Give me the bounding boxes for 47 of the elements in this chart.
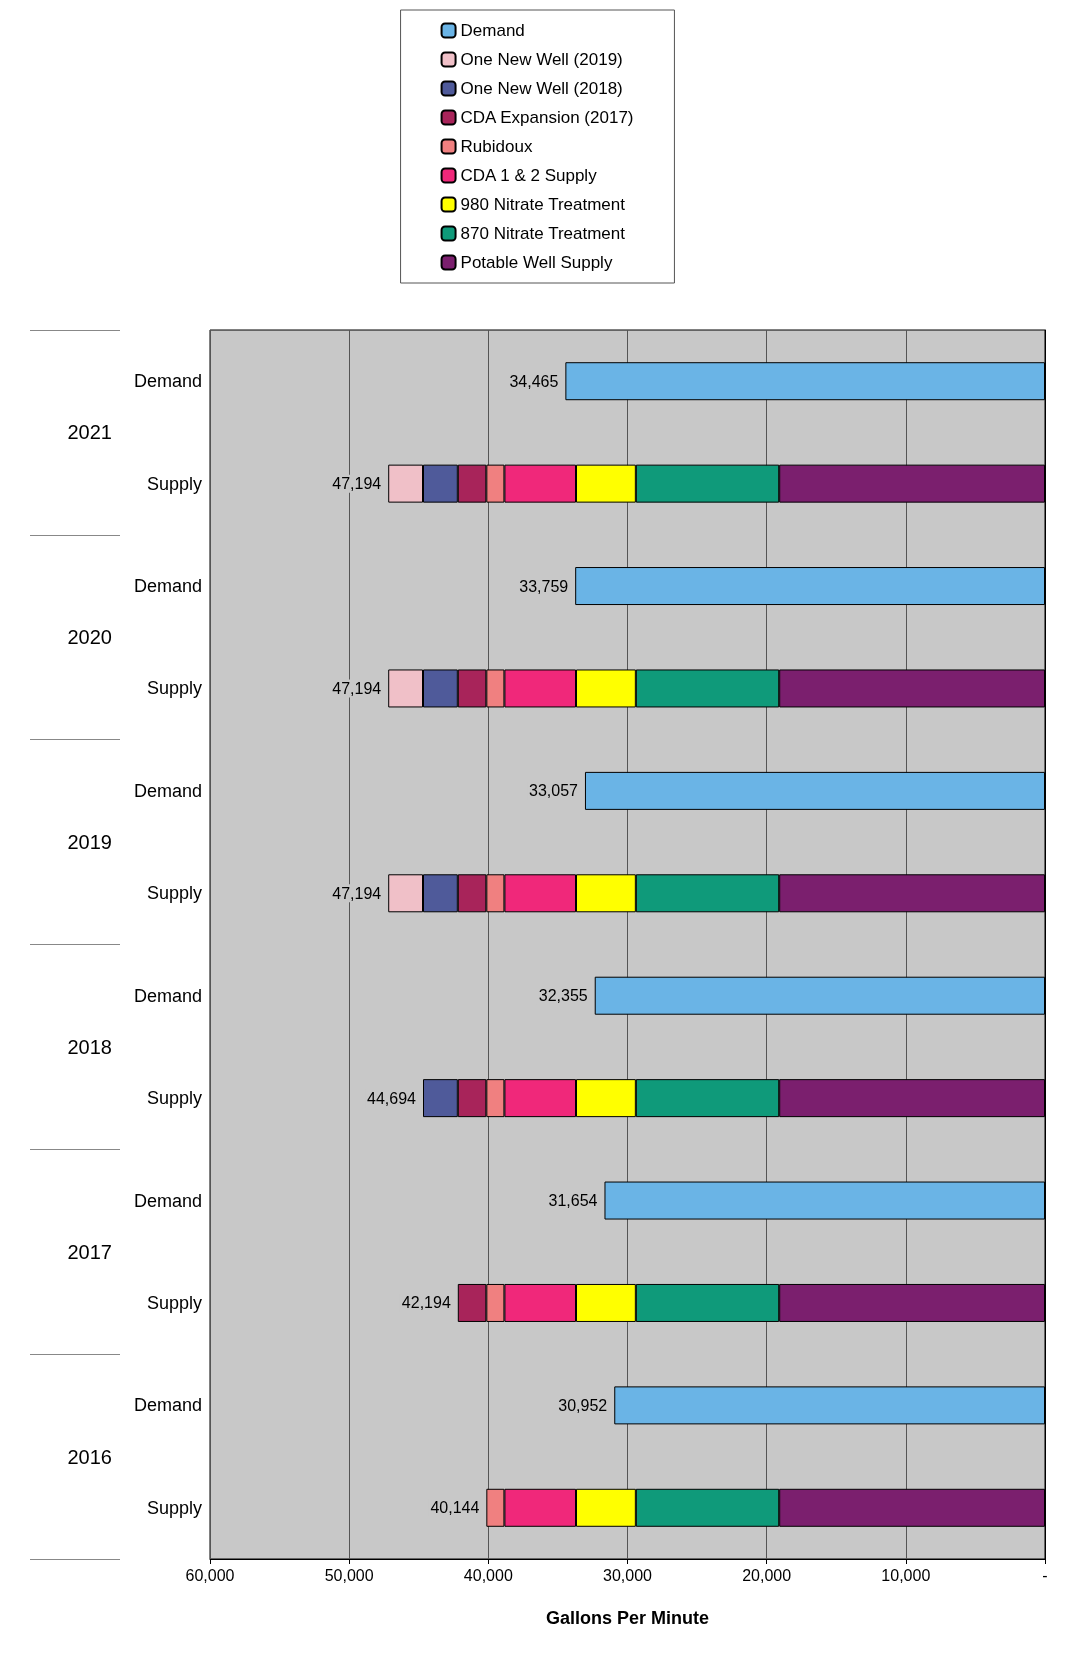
x-axis-title: Gallons Per Minute [545, 1608, 710, 1628]
data-label: 31,654 [548, 1192, 598, 1210]
y-tick-label: Demand [133, 371, 202, 392]
x-tick-label: 50,000 [324, 1566, 374, 1584]
total-label: 42,194 [401, 1294, 451, 1312]
x-tick-label: 40,000 [463, 1566, 513, 1584]
text: 2018 [67, 1035, 112, 1058]
y-tick-label: Supply [146, 678, 202, 699]
legend-label: 980 Nitrate Treatment [460, 195, 626, 214]
total-label: 47,194 [332, 679, 382, 697]
data-label: 30,952 [558, 1396, 608, 1414]
legend-label: One New Well (2018) [460, 79, 623, 98]
x-tick-label: 20,000 [742, 1566, 792, 1584]
y-tick-label: Demand [133, 985, 202, 1006]
legend-label: Rubidoux [460, 137, 533, 156]
y-tick-label: Demand [133, 780, 202, 801]
legend-label: CDA Expansion (2017) [460, 108, 634, 127]
data-label: 33,057 [529, 782, 579, 800]
text: 2019 [67, 831, 112, 854]
legend-label: Demand [460, 21, 525, 40]
text: 2021 [67, 421, 112, 444]
y-tick-label: Supply [146, 1088, 202, 1109]
y-tick-label: Supply [146, 1497, 202, 1518]
x-tick-label: 30,000 [603, 1566, 653, 1584]
y-tick-label: Demand [133, 576, 202, 597]
x-tick-label: 10,000 [881, 1566, 931, 1584]
legend-label: One New Well (2019) [460, 50, 623, 69]
y-tick-label: Supply [146, 473, 202, 494]
text: 2017 [67, 1240, 112, 1263]
legend-label: Potable Well Supply [460, 253, 613, 272]
y-tick-label: Supply [146, 883, 202, 904]
x-tick-label: - [1042, 1566, 1048, 1584]
legend-label: CDA 1 & 2 Supply [460, 166, 598, 185]
text: 2016 [67, 1445, 112, 1468]
y-tick-label: Supply [146, 1292, 202, 1313]
legend-label: 870 Nitrate Treatment [460, 224, 626, 243]
data-label: 33,759 [519, 577, 569, 595]
y-tick-label: Demand [133, 1190, 202, 1211]
data-label: 34,465 [509, 372, 559, 390]
total-label: 47,194 [332, 475, 382, 493]
total-label: 40,144 [430, 1499, 480, 1517]
total-label: 47,194 [332, 884, 382, 902]
text: 2020 [67, 626, 112, 649]
data-label: 32,355 [538, 987, 588, 1005]
y-tick-label: Demand [133, 1395, 202, 1416]
total-label: 44,694 [367, 1089, 417, 1107]
x-tick-label: 60,000 [185, 1566, 235, 1584]
